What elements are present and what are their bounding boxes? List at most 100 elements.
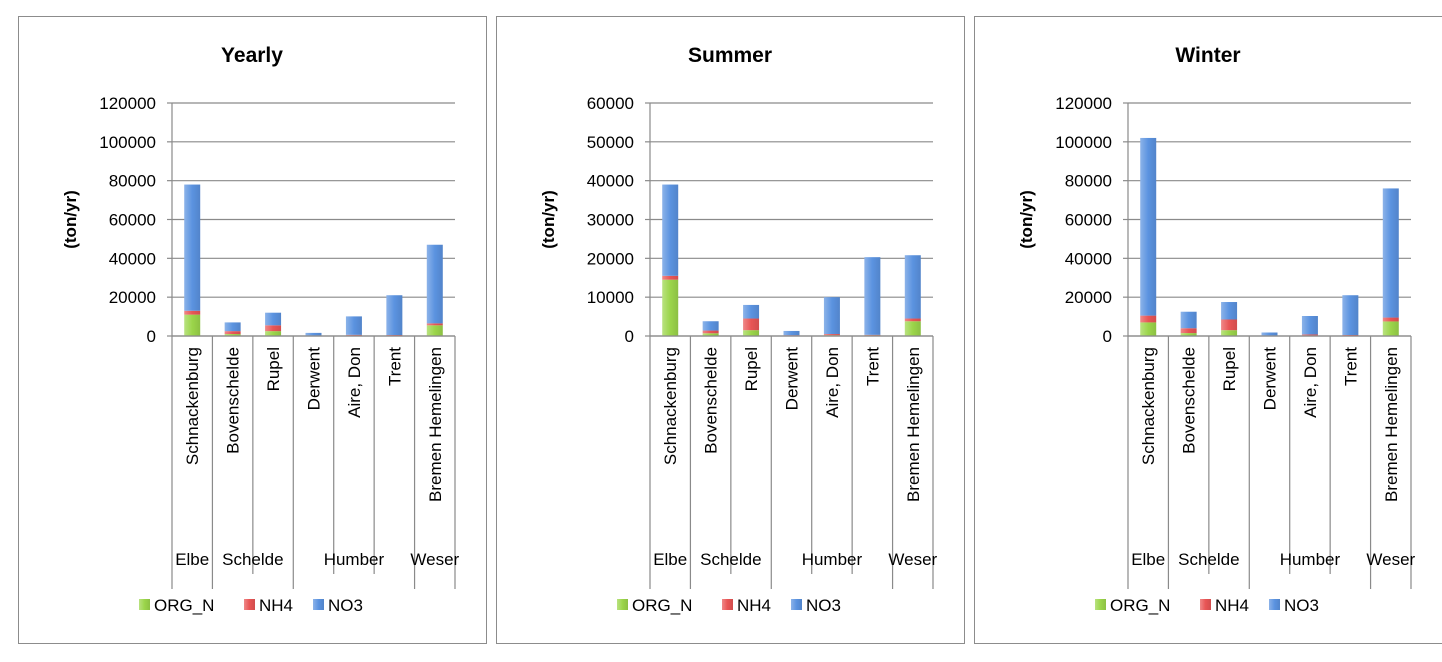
bar-segment: [426, 323, 443, 326]
y-tick-label: 40000: [109, 249, 156, 268]
bar-segment: [265, 331, 282, 336]
bar-segment: [904, 321, 921, 336]
x-category-label: Bremen Hemelingen: [904, 347, 923, 502]
bar-segment: [224, 334, 241, 336]
y-tick-label: 40000: [1065, 249, 1112, 268]
x-category-label: Derwent: [305, 347, 324, 411]
x-group-label: Weser: [1366, 550, 1415, 569]
bar-segment: [1180, 333, 1197, 336]
x-category-label: Aire, Don: [1301, 347, 1320, 418]
y-tick-label: 120000: [1055, 94, 1112, 113]
bar-segment: [386, 335, 403, 336]
bar-segment: [743, 330, 760, 336]
x-category-label: Rupel: [742, 347, 761, 391]
bar-segment: [426, 244, 443, 324]
chart-svg: Winter (ton/yr) 0 20000 40000 60000 80000 10000…: [1017, 44, 1416, 615]
y-tick-label: 80000: [1065, 172, 1112, 191]
bar-segment: [265, 312, 282, 326]
y-tick-label: 120000: [99, 94, 156, 113]
y-tick-label: 10000: [587, 288, 634, 307]
bar-segment: [662, 279, 679, 336]
legend-label: ORG_N: [154, 596, 214, 615]
bar-segment: [864, 334, 881, 336]
x-category-label: Schnackenburg: [1139, 347, 1158, 465]
x-category-label: Trent: [385, 347, 404, 386]
bar-segment: [1140, 315, 1157, 323]
bar-segment: [864, 257, 881, 335]
bar-segment: [1140, 137, 1157, 316]
bar-segment: [702, 321, 719, 331]
y-axis-label: (ton/yr): [1017, 190, 1036, 249]
bar-segment: [1382, 317, 1399, 322]
bar-segment: [184, 184, 201, 311]
y-tick-label: 40000: [587, 172, 634, 191]
y-tick-label: 0: [147, 327, 156, 346]
bar-segment: [904, 318, 921, 322]
legend-swatch: [617, 599, 628, 610]
y-tick-label: 50000: [587, 133, 634, 152]
x-group-label: Schelde: [1178, 550, 1239, 569]
y-tick-label: 60000: [1065, 211, 1112, 230]
legend-label: NH4: [1215, 596, 1249, 615]
x-category-label: Bremen Hemelingen: [1382, 347, 1401, 502]
bar-segment: [702, 333, 719, 336]
y-tick-label: 60000: [109, 211, 156, 230]
y-tick-label: 100000: [99, 133, 156, 152]
x-category-label: Rupel: [264, 347, 283, 391]
bar-segment: [224, 322, 241, 332]
bar-segment: [1221, 330, 1238, 336]
x-group-label: Humber: [802, 550, 863, 569]
legend-swatch: [244, 599, 255, 610]
bar-segment: [1382, 188, 1399, 318]
x-category-label: Bovenschelde: [1180, 347, 1199, 454]
bar-segment: [1221, 319, 1238, 331]
bar-segment: [662, 275, 679, 280]
legend-label: ORG_N: [1110, 596, 1170, 615]
y-tick-label: 30000: [587, 211, 634, 230]
bar-segment: [1180, 311, 1197, 329]
chart-title: Winter: [1175, 44, 1240, 67]
bar-segment: [662, 184, 679, 276]
legend-label: NH4: [259, 596, 293, 615]
legend-label: ORG_N: [632, 596, 692, 615]
legend-label: NO3: [328, 596, 363, 615]
bar-segment: [345, 334, 362, 336]
x-group-label: Elbe: [1131, 550, 1165, 569]
chart-panel-winter: Winter (ton/yr) 0 20000 40000 60000 80000 10000…: [974, 16, 1442, 644]
x-group-label: Elbe: [175, 550, 209, 569]
bar-segment: [1342, 335, 1359, 336]
chart-title: Yearly: [221, 44, 283, 67]
bar-segment: [1180, 328, 1197, 334]
y-tick-label: 0: [1103, 327, 1112, 346]
x-group-label: Elbe: [653, 550, 687, 569]
y-tick-label: 100000: [1055, 133, 1112, 152]
bar-segment: [426, 325, 443, 336]
y-tick-label: 20000: [109, 288, 156, 307]
x-group-label: Weser: [888, 550, 937, 569]
x-category-label: Trent: [863, 347, 882, 386]
chart-svg: Yearly (ton/yr) 0 20000 40000 60000 80000 10000…: [61, 44, 460, 615]
chart-svg: Summer (ton/yr) 0 10000 20000 30000 40000 50000…: [539, 44, 938, 615]
bar-segment: [184, 310, 201, 315]
x-group-label: Weser: [410, 550, 459, 569]
bar-segment: [1301, 316, 1318, 335]
bar-segment: [702, 330, 719, 334]
bar-segment: [823, 297, 840, 335]
y-tick-label: 0: [625, 327, 634, 346]
legend-swatch: [313, 599, 324, 610]
bar-segment: [823, 334, 840, 336]
x-category-label: Aire, Don: [345, 347, 364, 418]
x-category-label: Aire, Don: [823, 347, 842, 418]
chart-title: Summer: [688, 44, 772, 67]
bar-segment: [1261, 332, 1278, 336]
bar-segment: [743, 304, 760, 319]
x-group-label: Schelde: [222, 550, 283, 569]
legend-swatch: [1200, 599, 1211, 610]
bar-segment: [305, 332, 322, 336]
x-category-label: Schnackenburg: [183, 347, 202, 465]
bar-segment: [904, 255, 921, 319]
y-axis-label: (ton/yr): [61, 190, 80, 249]
bar-segment: [1221, 302, 1238, 320]
x-group-label: Humber: [324, 550, 385, 569]
chart-panel-summer: Summer (ton/yr) 0 10000 20000 30000 40000 50000…: [496, 16, 965, 644]
